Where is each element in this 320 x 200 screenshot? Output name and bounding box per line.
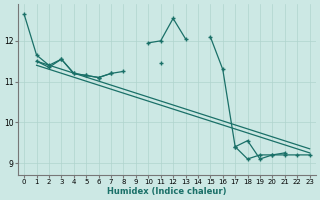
X-axis label: Humidex (Indice chaleur): Humidex (Indice chaleur) (107, 187, 227, 196)
